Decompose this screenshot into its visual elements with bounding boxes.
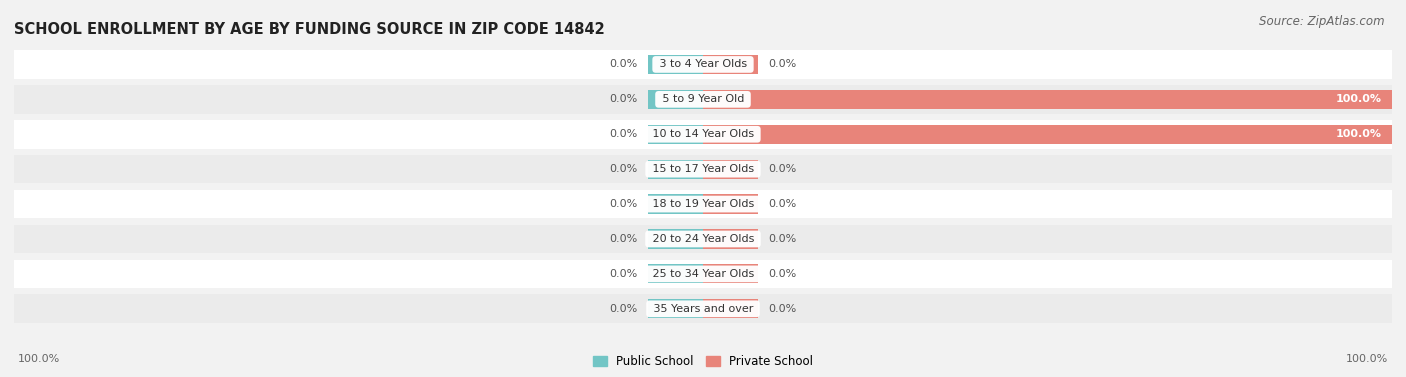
Text: 5 to 9 Year Old: 5 to 9 Year Old [658,94,748,104]
Bar [703,90,1392,109]
Bar [14,120,1392,149]
Bar [648,299,703,319]
Bar [648,229,703,248]
Bar [648,125,703,144]
Bar [648,55,703,74]
Legend: Public School, Private School: Public School, Private School [588,351,818,373]
Text: 100.0%: 100.0% [1336,94,1382,104]
Bar [703,299,758,319]
Text: 0.0%: 0.0% [609,234,637,244]
Bar [648,159,703,179]
Text: 0.0%: 0.0% [609,304,637,314]
Bar [648,264,703,284]
Text: 0.0%: 0.0% [769,269,797,279]
Text: 100.0%: 100.0% [18,354,60,364]
Text: 0.0%: 0.0% [769,304,797,314]
Text: 20 to 24 Year Olds: 20 to 24 Year Olds [648,234,758,244]
Text: 0.0%: 0.0% [769,234,797,244]
Bar [703,55,758,74]
Bar [14,225,1392,253]
Text: 18 to 19 Year Olds: 18 to 19 Year Olds [648,199,758,209]
Text: 3 to 4 Year Olds: 3 to 4 Year Olds [655,60,751,69]
Bar [14,50,1392,79]
Text: 35 Years and over: 35 Years and over [650,304,756,314]
Text: 0.0%: 0.0% [769,199,797,209]
Text: 0.0%: 0.0% [769,60,797,69]
Bar [703,264,758,284]
Text: 0.0%: 0.0% [609,199,637,209]
Bar [648,90,703,109]
Bar [14,294,1392,323]
Bar [14,155,1392,184]
Text: SCHOOL ENROLLMENT BY AGE BY FUNDING SOURCE IN ZIP CODE 14842: SCHOOL ENROLLMENT BY AGE BY FUNDING SOUR… [14,22,605,37]
Text: 0.0%: 0.0% [609,94,637,104]
Bar [703,195,758,214]
Text: 0.0%: 0.0% [609,60,637,69]
Bar [703,229,758,248]
Text: 100.0%: 100.0% [1336,129,1382,139]
Text: 0.0%: 0.0% [769,164,797,174]
Text: 25 to 34 Year Olds: 25 to 34 Year Olds [648,269,758,279]
Bar [14,190,1392,218]
Text: 10 to 14 Year Olds: 10 to 14 Year Olds [648,129,758,139]
Bar [14,260,1392,288]
Text: 0.0%: 0.0% [609,269,637,279]
Text: 100.0%: 100.0% [1346,354,1388,364]
Text: Source: ZipAtlas.com: Source: ZipAtlas.com [1260,15,1385,28]
Text: 0.0%: 0.0% [609,164,637,174]
Text: 15 to 17 Year Olds: 15 to 17 Year Olds [648,164,758,174]
Text: 0.0%: 0.0% [609,129,637,139]
Bar [703,125,1392,144]
Bar [14,85,1392,113]
Bar [703,159,758,179]
Bar [648,195,703,214]
